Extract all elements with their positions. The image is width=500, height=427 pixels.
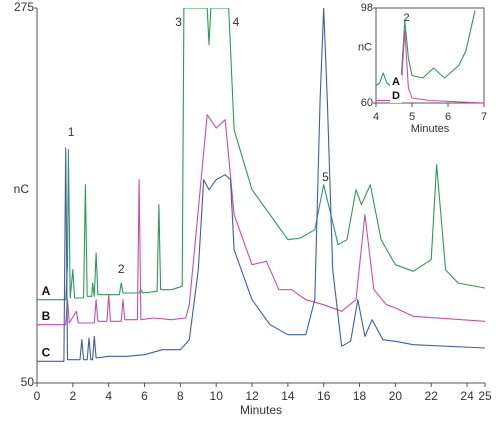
x-tick-label: 7 xyxy=(481,111,487,123)
peak-label: 2 xyxy=(404,12,410,24)
x-tick-label: 6 xyxy=(445,111,451,123)
y-tick-label: 98 xyxy=(361,2,373,14)
x-axis-label: Minutes xyxy=(411,123,450,135)
series-label-bg xyxy=(40,309,52,324)
y-axis-label: nC xyxy=(14,182,30,196)
x-tick-label: 8 xyxy=(177,389,184,403)
peak-label: 1 xyxy=(68,125,75,139)
x-tick-label: 22 xyxy=(425,389,439,403)
peak-label: 5 xyxy=(322,170,329,184)
trace xyxy=(37,8,485,301)
inset-background xyxy=(370,2,488,130)
y-tick-label: 50 xyxy=(21,375,35,389)
trace xyxy=(376,10,476,87)
series-label-bg xyxy=(40,284,52,299)
main-plot: 0 2 4 6 8 10 12 14 16 18 20 22 24 2550275MinutesnCABC… xyxy=(14,0,492,417)
inset-plot: 4 5 6 7 60 98 Minutes nC AD 2 xyxy=(358,2,487,135)
x-tick-label: 0 xyxy=(34,389,41,403)
series-label-bg xyxy=(390,89,402,103)
x-tick-label: 4 xyxy=(105,389,112,403)
series-label: C xyxy=(42,346,51,360)
y-tick-label: 275 xyxy=(14,0,34,14)
x-tick-label: 5 xyxy=(409,111,415,123)
inset-frame xyxy=(375,7,485,104)
series-label: A xyxy=(42,284,51,298)
x-tick-label: 18 xyxy=(353,389,367,403)
x-tick-label: 24 xyxy=(460,389,474,403)
x-tick-label: 25 xyxy=(478,389,492,403)
x-axis-label: Minutes xyxy=(240,403,282,417)
x-tick-label: 12 xyxy=(245,389,259,403)
x-tick-label: 16 xyxy=(317,389,331,403)
peak-label: 4 xyxy=(233,15,240,29)
series-label: D xyxy=(392,90,400,102)
x-tick-label: 14 xyxy=(281,389,295,403)
peak-label: 3 xyxy=(175,15,182,29)
series-label: A xyxy=(392,76,400,88)
peak-label: 2 xyxy=(118,262,125,276)
x-tick-label: 2 xyxy=(69,389,76,403)
x-tick-label: 10 xyxy=(210,389,224,403)
series-label: B xyxy=(42,309,51,323)
x-tick-label: 20 xyxy=(389,389,403,403)
trace xyxy=(37,8,485,362)
traces xyxy=(37,8,485,362)
series-label-bg xyxy=(40,346,52,361)
y-tick-label: 60 xyxy=(361,97,373,109)
series-label-bg xyxy=(390,75,402,89)
trace xyxy=(37,114,485,326)
y-axis-label: nC xyxy=(358,41,372,53)
x-tick-label: 4 xyxy=(373,111,379,123)
x-tick-label: 6 xyxy=(141,389,148,403)
